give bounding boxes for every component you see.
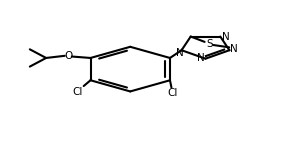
Text: O: O	[64, 51, 73, 61]
Text: Cl: Cl	[168, 88, 178, 98]
Text: N: N	[176, 48, 184, 58]
Text: N: N	[222, 32, 229, 41]
Text: N: N	[230, 44, 238, 54]
Text: S: S	[207, 39, 213, 49]
Text: Cl: Cl	[72, 87, 82, 97]
Text: N: N	[197, 53, 205, 62]
